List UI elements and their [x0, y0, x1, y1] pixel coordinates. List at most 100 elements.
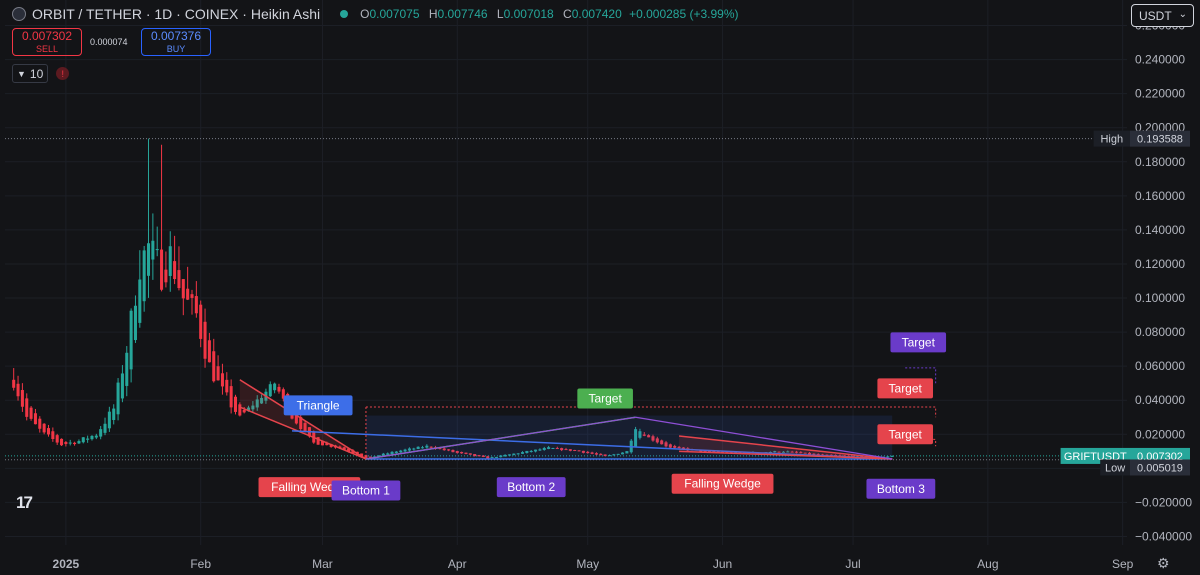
candle-body [673, 445, 677, 448]
candle-body [808, 452, 812, 455]
candle-body [212, 351, 216, 382]
candle-body [590, 452, 594, 454]
candle-body [55, 435, 59, 443]
candle-body [381, 453, 385, 456]
chevron-down-icon: ▼ [17, 68, 26, 79]
x-tick-label: May [576, 557, 599, 571]
candle-body [568, 449, 572, 451]
y-tick-label: 0.020000 [1135, 427, 1185, 441]
candle-body [403, 449, 407, 452]
gear-icon[interactable]: ⚙ [1157, 555, 1170, 571]
candle-body [146, 243, 151, 276]
candle-body [116, 382, 120, 415]
axis-badge-label: Low [1105, 462, 1125, 474]
y-tick-label: 0.040000 [1135, 393, 1185, 407]
y-tick-label: 0.140000 [1135, 223, 1185, 237]
candle-body [68, 442, 72, 444]
candle-body [142, 250, 146, 302]
pattern-label-bg [866, 478, 936, 499]
candle-body [125, 352, 129, 386]
warning-icon[interactable]: ! [56, 67, 70, 80]
x-tick-label: Aug [977, 557, 998, 571]
candle-body [451, 449, 455, 453]
candle-body [651, 436, 655, 441]
currency-select[interactable]: USDT ⌄ [1131, 4, 1194, 27]
candle-body [499, 455, 503, 458]
candle-body [438, 448, 442, 450]
currency-value: USDT [1139, 8, 1172, 23]
sell-price: 0.007302 [21, 29, 73, 43]
candle-body [803, 452, 807, 454]
candle-body [46, 428, 51, 435]
pattern-label-bg [877, 378, 934, 399]
pattern-label-bg [877, 424, 934, 445]
candle-body [168, 246, 172, 276]
candle-body [638, 431, 642, 438]
chart-header: ORBIT / TETHER · 1D · COINEX · Heikin As… [12, 5, 739, 23]
candle-body [268, 384, 272, 397]
close-label: C [563, 7, 572, 21]
symbol-title[interactable]: ORBIT / TETHER · 1D · COINEX · Heikin As… [32, 6, 321, 22]
candle-body [412, 448, 416, 450]
candle-body [486, 456, 490, 459]
symbol-logo-icon [12, 7, 26, 21]
indicator-toggle[interactable]: ▼ 10 [12, 64, 49, 83]
y-tick-label: 0.060000 [1135, 359, 1185, 373]
buy-button[interactable]: 0.007376 BUY [141, 28, 211, 56]
candle-body [707, 450, 712, 452]
candle-body [668, 444, 672, 448]
candle-body [216, 366, 220, 381]
candle-body [625, 451, 629, 454]
pattern-line [679, 450, 893, 460]
open-value: 0.007075 [369, 7, 420, 21]
candle-body [512, 453, 516, 455]
target-connector [905, 367, 937, 384]
candle-body [660, 440, 664, 445]
candle-body [603, 454, 607, 457]
candle-body [507, 454, 511, 456]
candle-body [112, 408, 116, 420]
candle-body [786, 451, 790, 453]
candle-body [133, 305, 137, 341]
candle-body [173, 261, 177, 280]
candle-body [551, 448, 555, 450]
close-value: 0.007420 [571, 7, 622, 21]
candle-body [712, 451, 716, 453]
pattern-label: Target [588, 392, 622, 406]
pattern-zone [365, 415, 893, 459]
candle-body [664, 442, 668, 447]
indicator-count: 10 [29, 66, 44, 81]
pattern-line [239, 406, 367, 460]
candle-body [247, 407, 251, 412]
candle-body [377, 455, 381, 457]
y-tick-label: 0.120000 [1135, 257, 1185, 271]
y-tick-label: 0.180000 [1135, 155, 1185, 169]
candle-body [386, 453, 390, 455]
candle-body [86, 438, 90, 440]
candle-body [520, 452, 525, 454]
candle-body [20, 390, 24, 407]
candle-body [481, 455, 485, 457]
y-tick-label: 0.100000 [1135, 291, 1185, 305]
candle-body [342, 447, 346, 450]
candle-body [599, 453, 603, 456]
open-label: O [360, 7, 370, 21]
candle-body [160, 249, 164, 290]
candle-body [829, 454, 833, 456]
candle-body [347, 448, 351, 452]
pattern-label: Bottom 3 [877, 482, 925, 496]
candle-body [138, 279, 142, 323]
sell-button[interactable]: 0.007302 SELL [12, 28, 82, 56]
x-tick-label: Apr [448, 557, 467, 571]
y-tick-label: −0.040000 [1135, 529, 1192, 543]
candle-body [577, 450, 581, 452]
candle-body [390, 451, 394, 455]
axis-badge-label-bg [1100, 459, 1130, 476]
candle-body [181, 279, 185, 299]
candle-body [677, 446, 681, 449]
pattern-label: Bottom 1 [342, 484, 390, 498]
candle-body [416, 446, 420, 450]
axis-badge-bg [1130, 459, 1190, 476]
